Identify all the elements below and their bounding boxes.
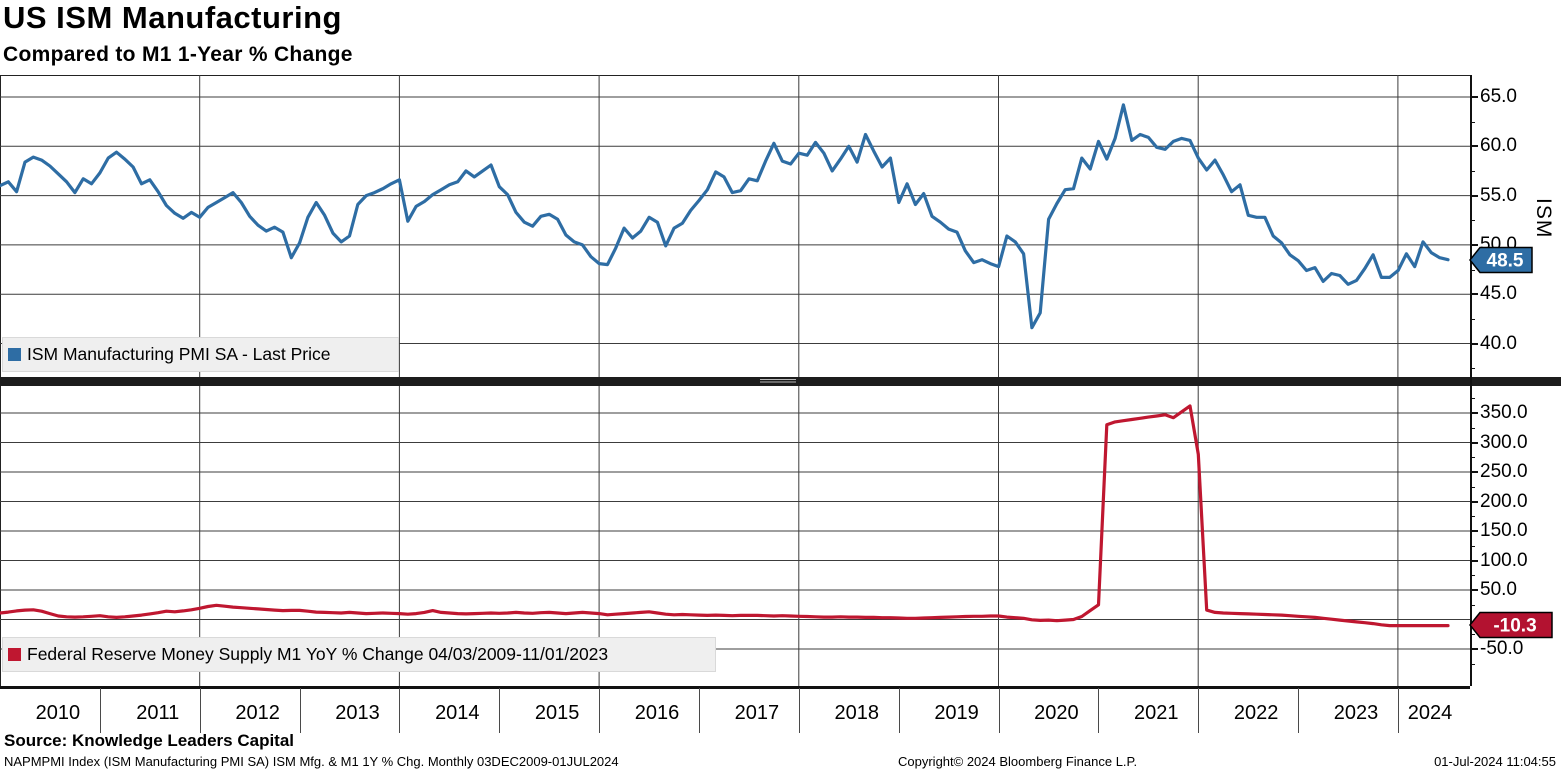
x-year-label: 2024 (1407, 702, 1453, 724)
timestamp-text: 01-Jul-2024 11:04:55 (1434, 754, 1556, 769)
x-year-separator (998, 688, 1000, 733)
x-year-separator (399, 688, 401, 733)
x-year-label: 2016 (634, 702, 680, 724)
x-year-separator (199, 688, 201, 733)
y-minor-tick (1470, 575, 1475, 577)
legend-ism[interactable]: ISM Manufacturing PMI SA - Last Price (2, 337, 399, 372)
y-tick (1470, 530, 1478, 532)
y-tick-label: 50.0 (1480, 579, 1517, 600)
y-tick (1470, 342, 1478, 345)
y-minor-tick (1470, 486, 1475, 488)
x-year-label: 2011 (136, 702, 180, 724)
x-year-separator (299, 688, 301, 733)
x-year-separator (1198, 688, 1200, 733)
y-tick (1470, 96, 1478, 98)
y-tick-label: 40.0 (1480, 332, 1517, 354)
y-tick-label: 100.0 (1480, 549, 1528, 571)
y-tick-label: 65.0 (1480, 86, 1517, 107)
y-tick-label: 60.0 (1480, 135, 1517, 157)
y-minor-tick (1470, 398, 1475, 400)
y-minor-tick (1470, 170, 1475, 172)
y-minor-tick (1470, 427, 1475, 429)
x-year-separator (1098, 688, 1100, 733)
x-year-label: 2010 (35, 702, 81, 724)
y-minor-tick (1470, 121, 1475, 123)
chart-title: US ISM Manufacturing (3, 0, 342, 35)
x-year-separator (499, 688, 501, 733)
x-year-separator (1397, 688, 1399, 733)
y-tick-label: 350.0 (1480, 402, 1528, 423)
panel-divider-grip-icon[interactable] (760, 379, 796, 384)
x-year-label: 2021 (1134, 702, 1179, 724)
x-year-label: 2020 (1034, 702, 1079, 724)
y-tick (1470, 471, 1478, 473)
y-minor-tick (1470, 457, 1475, 459)
x-year-separator (99, 688, 101, 733)
x-year-separator (698, 688, 700, 733)
y-tick-label: 150.0 (1480, 520, 1528, 541)
y-minor-tick (1470, 604, 1475, 606)
plot-top-border (0, 75, 1470, 76)
x-year-label: 2018 (834, 702, 879, 724)
chart-subtitle: Compared to M1 1-Year % Change (3, 43, 353, 66)
ism-panel-plot[interactable] (0, 75, 1470, 377)
ism-legend-label: ISM Manufacturing PMI SA - Last Price (27, 344, 331, 364)
m1-legend-swatch-icon (8, 648, 21, 661)
y-tick-label: 200.0 (1480, 490, 1528, 512)
source-text: Source: Knowledge Leaders Capital (4, 731, 295, 750)
x-axis-line (0, 686, 1470, 689)
m1-last-value-badge: -10.3 (1469, 611, 1553, 639)
x-year-label: 2015 (534, 702, 580, 724)
ism-last-price-badge: 48.5 (1469, 246, 1533, 274)
x-year-label: 2022 (1233, 702, 1279, 724)
x-year-separator (898, 688, 900, 733)
y-tick (1470, 589, 1478, 591)
x-year-separator (798, 688, 800, 733)
y-tick (1470, 559, 1478, 562)
y-minor-tick (1470, 269, 1475, 271)
x-year-label: 2013 (335, 702, 380, 724)
x-year-label: 2019 (934, 702, 979, 724)
m1-legend-label: Federal Reserve Money Supply M1 YoY % Ch… (27, 644, 609, 664)
y-tick (1470, 243, 1478, 246)
y-minor-tick (1470, 220, 1475, 222)
y-tick (1470, 194, 1478, 197)
y-tick-label: 300.0 (1480, 431, 1528, 453)
x-year-label: 2012 (235, 702, 280, 724)
y-tick-label: 250.0 (1480, 461, 1528, 482)
y-tick (1470, 648, 1478, 650)
ism-line-series (0, 103, 1450, 330)
y-tick (1470, 500, 1478, 503)
y-tick-label: -50.0 (1480, 638, 1524, 659)
x-year-label: 2023 (1333, 702, 1379, 724)
y-minor-tick (1470, 663, 1475, 665)
y-minor-tick (1470, 516, 1475, 518)
y-minor-tick (1470, 634, 1475, 636)
y-tick (1470, 412, 1478, 414)
y-tick (1470, 293, 1478, 296)
y-tick-label: 55.0 (1480, 184, 1517, 206)
right-axis-line (1470, 75, 1472, 686)
y-tick-label: 45.0 (1480, 283, 1517, 305)
copyright-text: Copyright© 2024 Bloomberg Finance L.P. (898, 754, 1138, 769)
x-year-separator (1298, 688, 1300, 733)
x-year-label: 2017 (734, 702, 780, 724)
ism-last-price-value: 48.5 (1487, 251, 1524, 272)
y-tick (1470, 145, 1478, 148)
m1-last-value: -10.3 (1493, 616, 1536, 637)
m1-line-series (0, 404, 1450, 628)
ism-legend-swatch-icon (8, 348, 21, 361)
y-minor-tick (1470, 318, 1475, 320)
y-minor-tick (1470, 368, 1475, 370)
y-minor-tick (1470, 545, 1475, 547)
ism-axis-label: ISM (1532, 198, 1555, 239)
y-tick (1470, 441, 1478, 444)
x-year-label: 2014 (435, 702, 480, 724)
legend-m1[interactable]: Federal Reserve Money Supply M1 YoY % Ch… (2, 637, 716, 672)
series-description-text: NAPMPMI Index (ISM Manufacturing PMI SA)… (4, 754, 619, 769)
x-year-separator (599, 688, 601, 733)
